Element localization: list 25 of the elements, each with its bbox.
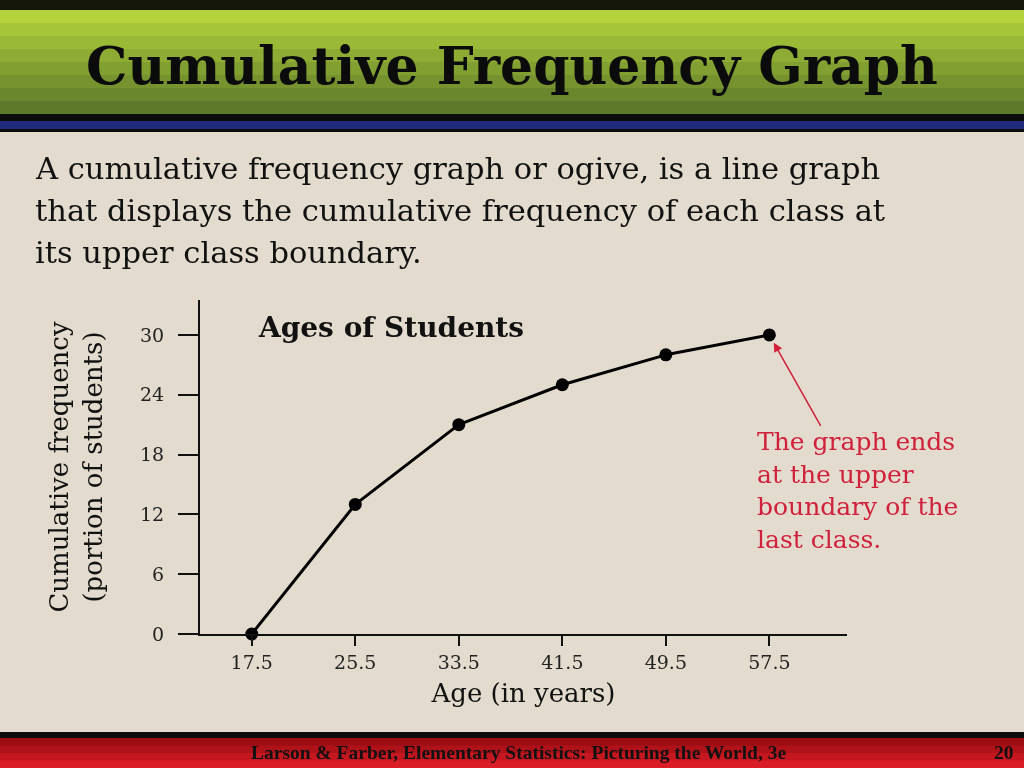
y-tick-label: 0 — [152, 622, 165, 645]
chart-title: Cumulative Frequency Graph — [86, 35, 938, 97]
y-tick-label: 18 — [140, 443, 165, 466]
point — [762, 328, 776, 342]
y-tick-label: 6 — [152, 562, 165, 585]
point — [659, 348, 673, 362]
x-tick-label: 41.5 — [541, 650, 584, 673]
point — [348, 497, 362, 511]
x-tick-label: 49.5 — [644, 650, 687, 673]
x-axis-title: Age (in years) — [430, 678, 616, 708]
x-tick-label: 17.5 — [230, 650, 273, 673]
chart-subtitle: A cumulative frequency graph or ogive, is a line graph that displays the cumulative frequency of each class at its upper class boundary. — [35, 151, 886, 270]
x-tick-label: 25.5 — [334, 650, 377, 673]
annotation: The graph ends at the upper boundary of the last class. — [757, 427, 959, 554]
text: Larson & Farber, Elementary Statistics: Picturing the World, 3e — [251, 742, 787, 763]
text: 20 — [994, 742, 1014, 763]
y-tick-label: 12 — [140, 503, 165, 526]
y-tick-label: 30 — [140, 323, 165, 346]
point — [452, 418, 466, 432]
x-tick-label: 57.5 — [748, 650, 791, 673]
y-axis-title: Cumulative frequency (portion of students) — [44, 321, 108, 613]
x-tick-label: 33.5 — [437, 650, 480, 673]
point — [555, 378, 569, 392]
annotation: Ages of Students — [258, 311, 525, 344]
y-tick-label: 24 — [140, 383, 165, 406]
